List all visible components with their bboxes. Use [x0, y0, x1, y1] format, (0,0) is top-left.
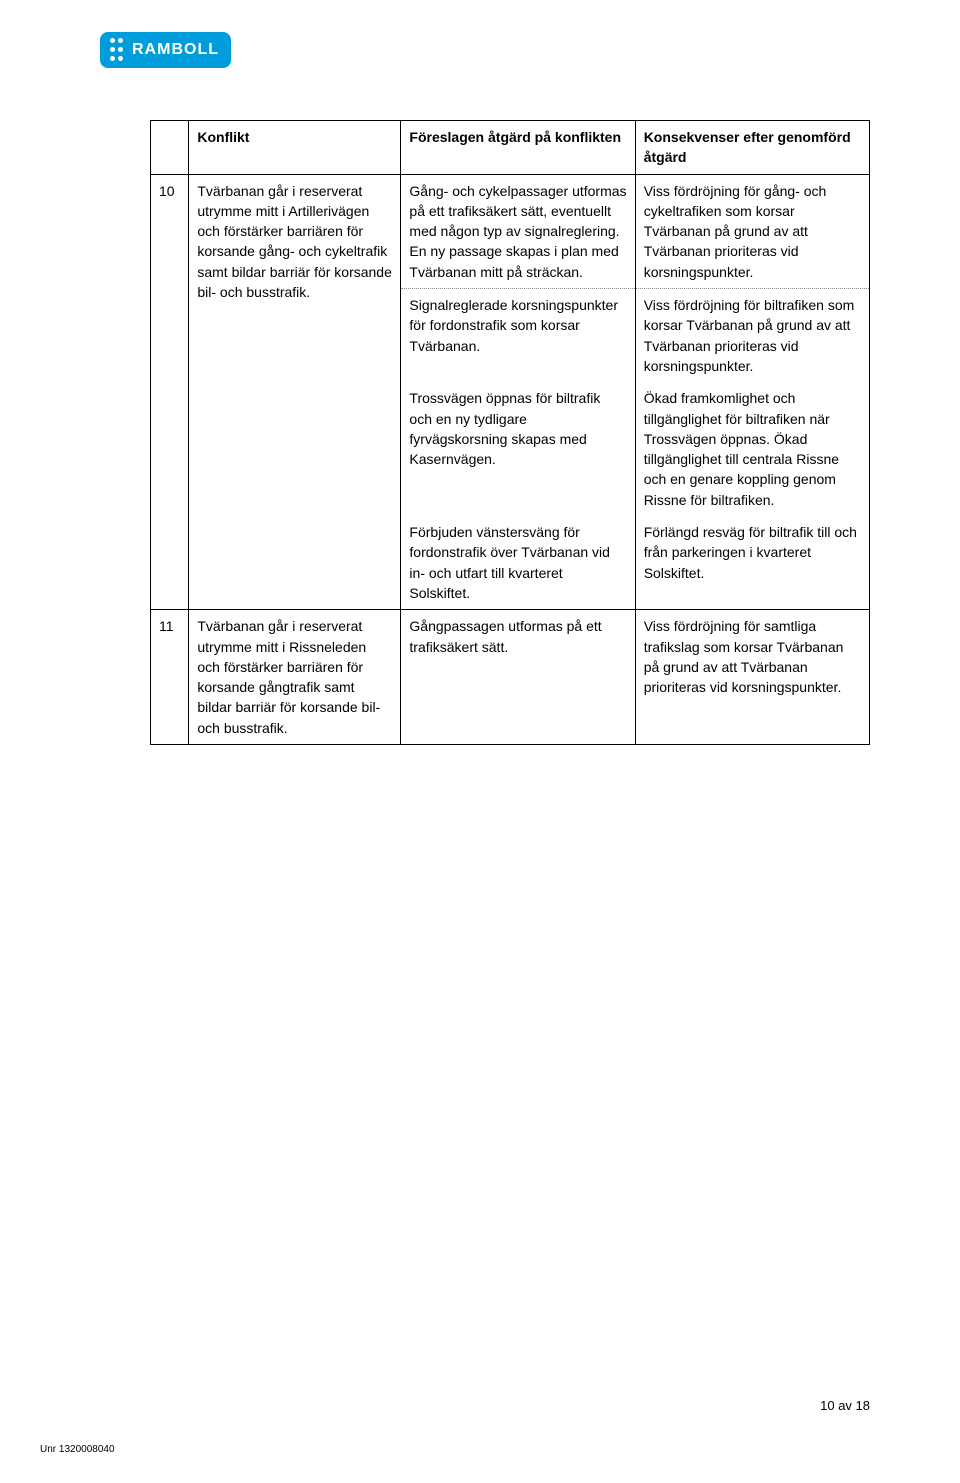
col-header-atgard: Föreslagen åtgärd på konflikten — [401, 121, 635, 175]
logo-badge: RAMBOLL — [100, 32, 231, 68]
logo-dots-icon — [110, 36, 126, 64]
cell-konsekvens: Förlängd resväg för biltrafik till och f… — [635, 516, 869, 610]
main-table: Konflikt Föreslagen åtgärd på konflikten… — [150, 120, 870, 745]
col-header-konflikt: Konflikt — [189, 121, 401, 175]
cell-num: 10 — [151, 174, 189, 610]
cell-atgard: Gångpassagen utformas på ett trafiksäker… — [401, 610, 635, 745]
cell-atgard: Förbjuden vänstersväng för fordonstrafik… — [401, 516, 635, 610]
brand-logo: RAMBOLL — [100, 32, 231, 68]
cell-atgard: Gång- och cykelpassager utformas på ett … — [401, 174, 635, 288]
col-header-konsekvens: Konsekvenser efter genomförd åtgärd — [635, 121, 869, 175]
logo-text: RAMBOLL — [132, 41, 219, 59]
cell-konsekvens: Ökad framkomlighet och tillgänglighet fö… — [635, 382, 869, 516]
document-page: RAMBOLL Konflikt Föreslagen åtgärd på ko… — [0, 0, 960, 1483]
table-row: 11 Tvärbanan går i reserverat utrymme mi… — [151, 610, 870, 745]
cell-konsekvens: Viss fördröjning för samtliga trafikslag… — [635, 610, 869, 745]
cell-atgard: Trossvägen öppnas för biltrafik och en n… — [401, 382, 635, 516]
table-row: 10 Tvärbanan går i reserverat utrymme mi… — [151, 174, 870, 288]
col-header-num — [151, 121, 189, 175]
cell-konsekvens: Viss fördröjning för gång- och cykeltraf… — [635, 174, 869, 288]
cell-konsekvens: Viss fördröjning för biltrafiken som kor… — [635, 289, 869, 383]
cell-num: 11 — [151, 610, 189, 745]
cell-konflikt: Tvärbanan går i reserverat utrymme mitt … — [189, 174, 401, 610]
cell-konflikt: Tvärbanan går i reserverat utrymme mitt … — [189, 610, 401, 745]
table-header-row: Konflikt Föreslagen åtgärd på konflikten… — [151, 121, 870, 175]
page-number: 10 av 18 — [820, 1398, 870, 1413]
footer-unr: Unr 1320008040 — [40, 1444, 115, 1455]
cell-atgard: Signalreglerade korsningspunkter för for… — [401, 289, 635, 383]
